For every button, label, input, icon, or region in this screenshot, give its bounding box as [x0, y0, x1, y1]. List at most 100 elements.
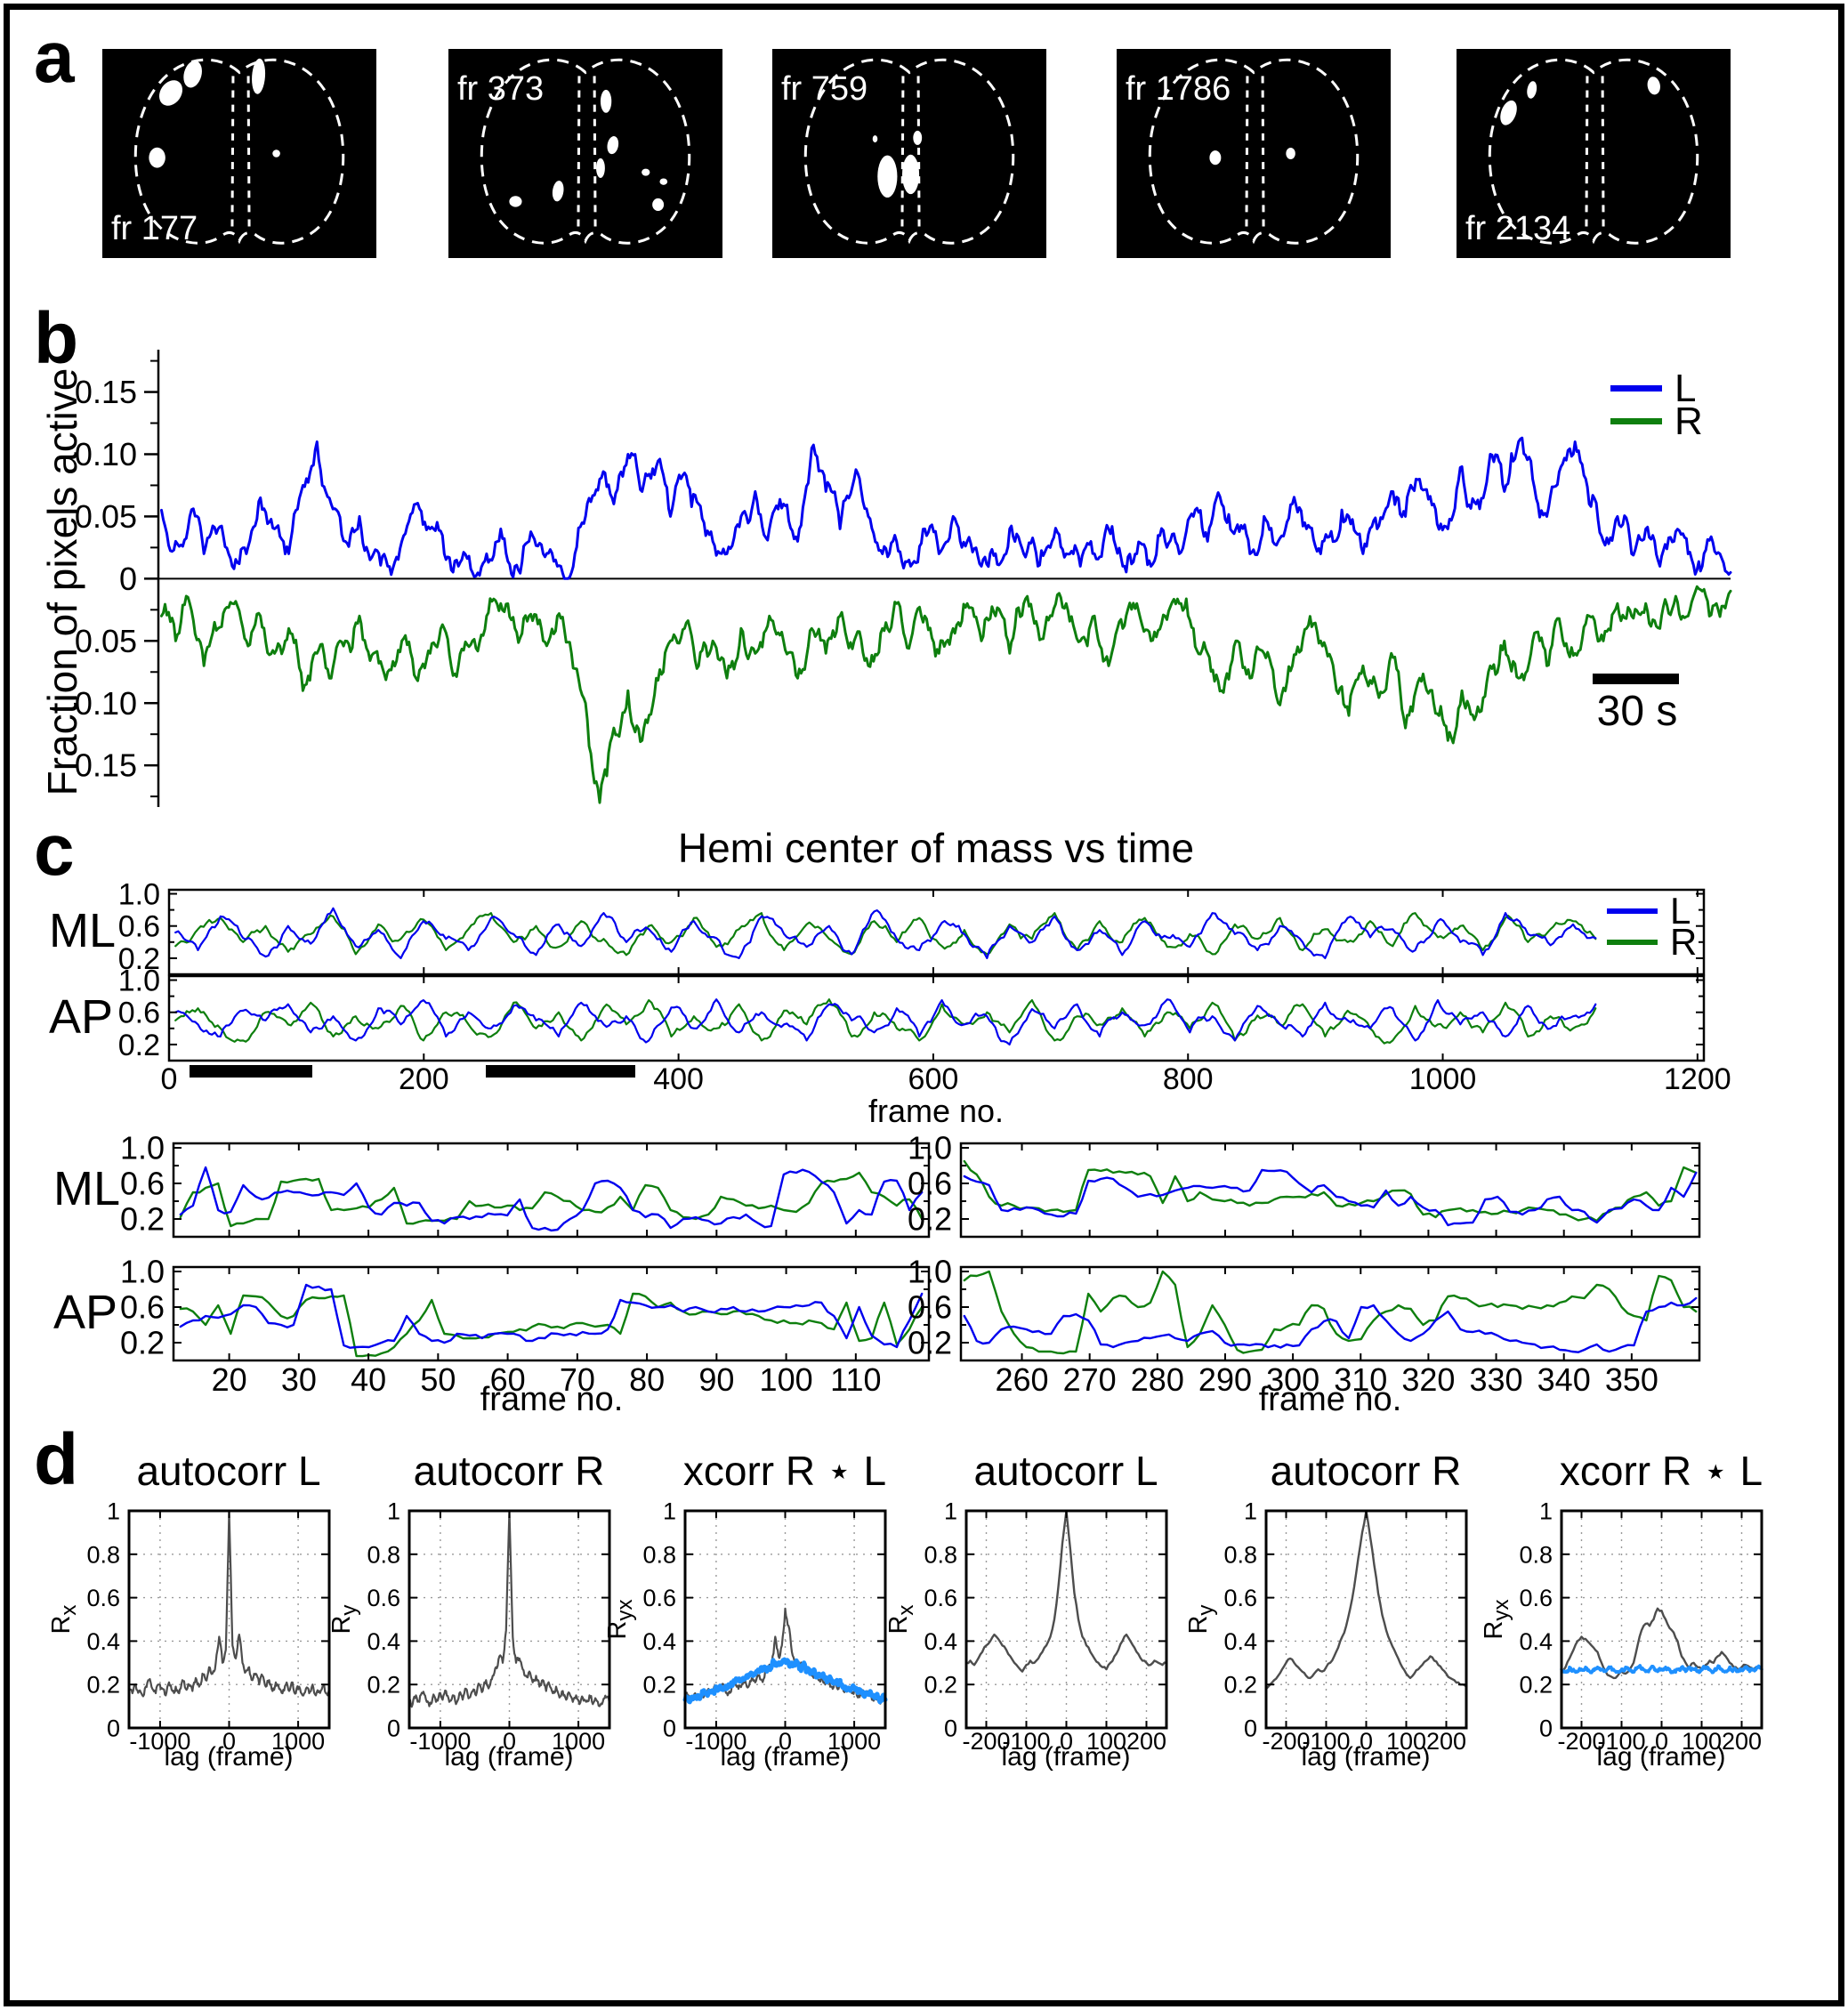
svg-text:0: 0	[161, 1062, 178, 1096]
svg-text:30: 30	[281, 1361, 317, 1398]
svg-text:0.4: 0.4	[642, 1628, 676, 1655]
svg-text:0: 0	[119, 561, 137, 597]
svg-text:0.6: 0.6	[118, 910, 160, 944]
svg-text:0: 0	[779, 1728, 792, 1755]
panel-c-title: Hemi center of mass vs time	[677, 825, 1195, 871]
frame-number-label: fr 2134	[1465, 210, 1571, 247]
svg-text:-200: -200	[1262, 1728, 1310, 1755]
svg-text:1.0: 1.0	[908, 1130, 952, 1166]
row-label-ap-zoom: AP	[53, 1286, 118, 1339]
panel-c-zoom-right-ml-chart: 1.00.60.2	[908, 1130, 1701, 1239]
brain-outline-graphic	[803, 58, 1015, 245]
panel-b-letter: b	[34, 298, 79, 379]
brain-outline-graphic	[480, 58, 691, 245]
svg-text:-200: -200	[1557, 1728, 1605, 1755]
svg-text:0.8: 0.8	[1223, 1541, 1257, 1568]
svg-text:0.15: 0.15	[75, 374, 137, 410]
svg-text:400: 400	[653, 1062, 704, 1096]
legend-item-left: L	[1607, 892, 1697, 929]
svg-text:1200: 1200	[1664, 1062, 1731, 1096]
svg-text:0.6: 0.6	[367, 1585, 400, 1611]
panel-c-legend: L R	[1607, 892, 1697, 960]
svg-text:1.0: 1.0	[908, 1254, 952, 1290]
svg-text:-1000: -1000	[685, 1728, 746, 1755]
svg-text:0.4: 0.4	[1519, 1628, 1553, 1655]
svg-text:1.0: 1.0	[120, 1130, 165, 1166]
svg-text:0.05: 0.05	[75, 623, 137, 659]
panel-b-chart: 0.15 0.10 0.05 0 0.05 0.10 0.15	[75, 350, 1732, 807]
svg-text:0.6: 0.6	[642, 1585, 676, 1611]
svg-text:0.2: 0.2	[86, 1672, 120, 1699]
svg-text:0.2: 0.2	[367, 1672, 400, 1699]
svg-text:1: 1	[663, 1497, 676, 1524]
time-scale-label: 30 s	[1596, 688, 1678, 735]
svg-text:0.6: 0.6	[908, 1289, 952, 1326]
d-plot-title: autocorr R	[1270, 1448, 1462, 1494]
svg-text:-100: -100	[1302, 1728, 1350, 1755]
svg-text:-1000: -1000	[129, 1728, 190, 1755]
panel-c-letter: c	[34, 810, 75, 891]
panel-c-zoom-left-ap-chart: 20 30 40 50 60 70 80 90 100 110 1.00.60.2	[120, 1254, 931, 1398]
svg-text:0.8: 0.8	[924, 1541, 957, 1568]
svg-text:0.4: 0.4	[367, 1628, 400, 1655]
svg-text:800: 800	[1163, 1062, 1214, 1096]
svg-text:0.4: 0.4	[1223, 1628, 1257, 1655]
svg-text:0.2: 0.2	[908, 1325, 952, 1361]
svg-text:0.6: 0.6	[924, 1585, 957, 1611]
svg-text:200: 200	[1722, 1728, 1762, 1755]
svg-text:-200: -200	[962, 1728, 1010, 1755]
svg-text:1: 1	[1244, 1497, 1257, 1524]
brain-outline-graphic	[133, 58, 345, 245]
row-label-ml: ML	[49, 904, 117, 957]
svg-text:200: 200	[1426, 1728, 1466, 1755]
svg-text:1: 1	[387, 1497, 400, 1524]
svg-text:0: 0	[944, 1715, 957, 1741]
panel-c-ml-chart: 1.00.60.2	[118, 877, 1706, 976]
svg-text:1.0: 1.0	[118, 964, 160, 997]
svg-text:1.0: 1.0	[120, 1254, 165, 1290]
d-plot-title: xcorr R ⋆ L	[1559, 1448, 1763, 1494]
panel-c-ap-chart: 0 200 400 600 800 1000 1200 1.00.60.2	[118, 964, 1731, 1096]
frame-number-label: fr 1786	[1126, 70, 1231, 108]
svg-text:350: 350	[1605, 1361, 1658, 1398]
autocorr-r-long-chart: -1000 0 1000 1 0.8 0.6 0.4 0.2 0	[367, 1497, 611, 1755]
svg-text:0: 0	[1539, 1715, 1553, 1741]
time-scale-bar	[1593, 674, 1679, 684]
brain-outline-graphic	[1148, 58, 1360, 245]
svg-text:1: 1	[107, 1497, 120, 1524]
svg-text:200: 200	[399, 1062, 449, 1096]
svg-text:-1000: -1000	[409, 1728, 471, 1755]
svg-text:0.2: 0.2	[120, 1201, 165, 1238]
x-axis-title-zoom-right: frame no.	[1258, 1381, 1402, 1418]
svg-text:1.0: 1.0	[118, 877, 160, 911]
svg-text:0: 0	[503, 1728, 516, 1755]
d-x-axis-title: lag (frame)	[1001, 1742, 1131, 1772]
svg-text:0.2: 0.2	[118, 942, 160, 976]
d-x-axis-title: lag (frame)	[720, 1742, 850, 1772]
svg-text:0.10: 0.10	[75, 685, 137, 722]
svg-text:0.2: 0.2	[118, 1029, 160, 1062]
svg-text:0: 0	[1060, 1728, 1073, 1755]
xcorr-long-chart: -1000 0 1000 1 0.8 0.6 0.4 0.2 0	[642, 1497, 888, 1755]
panel-b-legend: L R	[1610, 368, 1703, 443]
svg-text:330: 330	[1470, 1361, 1523, 1398]
activity-frame-tile: fr 1786	[1117, 49, 1391, 258]
legend-label: R	[1674, 399, 1703, 443]
panel-b-y-axis-title: Fraction of pixels active	[39, 367, 85, 796]
svg-text:280: 280	[1131, 1361, 1184, 1398]
svg-text:310: 310	[1334, 1361, 1387, 1398]
svg-text:90: 90	[698, 1361, 734, 1398]
x-axis-title-zoom-left: frame no.	[480, 1381, 624, 1418]
svg-text:0.6: 0.6	[1519, 1585, 1553, 1611]
xcorr-short-chart: -200-100 0 100 200 1 0.8 0.6 0.4 0.2 0	[1519, 1497, 1763, 1755]
panel-c-zoom-left-ml-chart: 1.00.60.2	[120, 1130, 931, 1239]
svg-text:0.6: 0.6	[908, 1166, 952, 1202]
svg-text:100: 100	[1682, 1728, 1722, 1755]
legend-label: L	[1670, 889, 1691, 932]
legend-line-swatch	[1610, 385, 1662, 392]
svg-text:0.2: 0.2	[1519, 1672, 1553, 1699]
activity-frame-tile: fr 373	[448, 49, 722, 258]
autocorr-l-short-chart: -200-100 0 100 200 1 0.8 0.6 0.4 0.2 0	[924, 1497, 1168, 1755]
svg-text:0.05: 0.05	[75, 498, 137, 535]
svg-text:0: 0	[663, 1715, 676, 1741]
